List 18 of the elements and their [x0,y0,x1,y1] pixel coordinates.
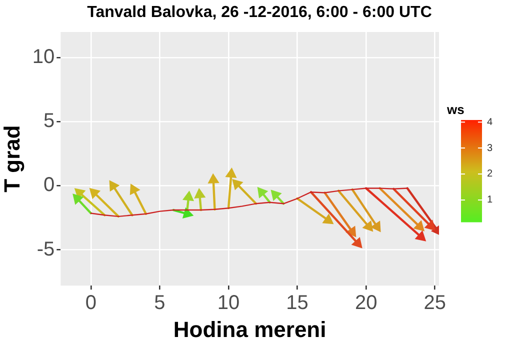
x-tick-label: 5 [154,292,166,314]
color-bar-label: 4 [487,116,493,128]
y-axis-title: T grad [0,125,24,192]
x-tick-label: 20 [354,292,378,314]
chart-title: Tanvald Balovka, 26 -12-2016, 6:00 - 6:00 UTC [86,4,433,22]
color-bar-label: 3 [487,142,493,154]
y-tick-label: 10 [32,46,55,68]
color-bar-label: 2 [487,168,493,180]
x-tick-label: 10 [217,292,240,314]
x-tick-label: 15 [286,292,308,314]
x-tick-label: 25 [424,292,446,314]
x-axis-title: Hodina mereni [173,316,326,342]
x-tick-label: 0 [85,292,96,314]
color-bar-title: ws [446,102,464,117]
y-tick-label: 5 [44,110,55,132]
y-tick-label: 0 [44,174,55,196]
color-bar-label: 1 [487,194,493,206]
y-tick-label: -5 [36,238,55,260]
